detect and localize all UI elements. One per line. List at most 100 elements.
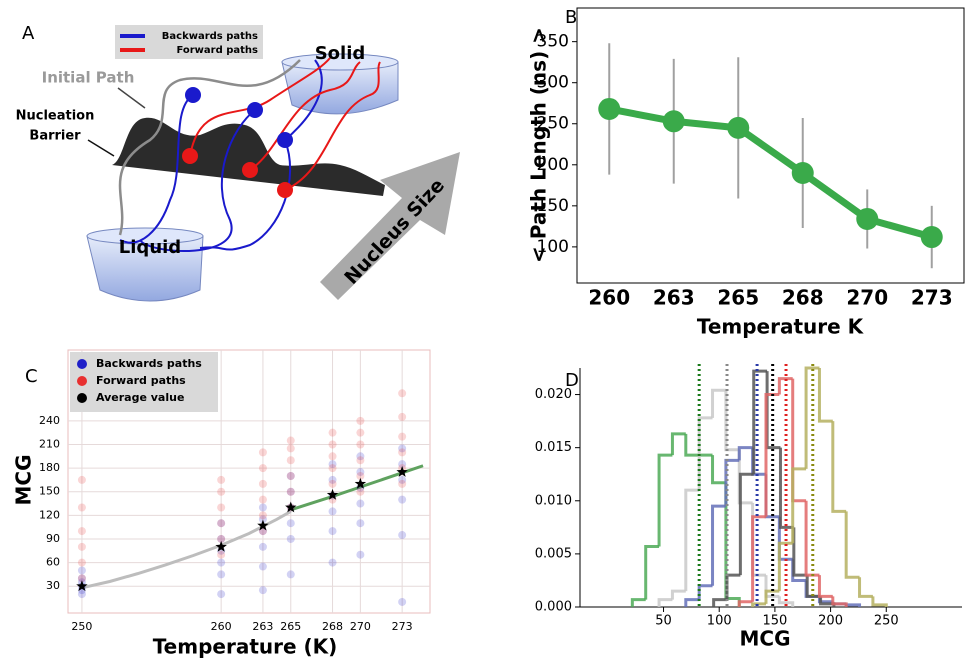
histogram-step xyxy=(831,596,848,607)
y-tick-label: 150 xyxy=(537,196,569,216)
y-tick-label: 0.000 xyxy=(535,600,572,615)
y-tick-label: 180 xyxy=(39,461,60,474)
histogram-step xyxy=(725,573,741,600)
y-tick-label: 240 xyxy=(39,414,60,427)
path-point xyxy=(258,464,267,473)
histogram-step xyxy=(844,511,860,579)
average-star xyxy=(396,466,408,477)
histogram-step xyxy=(630,598,646,607)
path-point xyxy=(356,519,365,528)
initial-path-label: Initial Path xyxy=(42,69,135,87)
legend-label: Backwards paths xyxy=(162,31,258,42)
x-tick-label: 268 xyxy=(782,286,824,310)
panel-label: D xyxy=(565,370,579,391)
panel-a: A Nucleus Size Backwards paths Forw xyxy=(16,23,460,302)
path-point xyxy=(398,444,407,453)
y-tick-label: 90 xyxy=(46,532,60,545)
x-tick-label: 260 xyxy=(588,286,630,310)
path-point xyxy=(328,464,337,473)
x-tick-label: 200 xyxy=(818,614,843,629)
path-point xyxy=(217,570,226,579)
path-point xyxy=(217,550,226,559)
histogram-step xyxy=(737,600,753,607)
path-point xyxy=(217,487,226,496)
average-star xyxy=(76,580,88,592)
path-point xyxy=(217,503,226,512)
y-tick-label: 60 xyxy=(46,556,60,569)
histogram-step xyxy=(817,575,833,598)
y-tick-label: 120 xyxy=(39,508,60,521)
barrier-label: Barrier xyxy=(29,129,81,144)
path-point xyxy=(217,590,226,599)
path-point xyxy=(77,566,86,575)
plot-frame xyxy=(576,7,965,284)
x-tick-label: 250 xyxy=(874,614,899,629)
forward-paths xyxy=(189,57,381,191)
x-tick-label: 150 xyxy=(762,614,787,629)
histogram-step xyxy=(804,500,820,577)
path-point xyxy=(258,511,267,520)
path-point xyxy=(217,519,226,528)
legend-label: Forward paths xyxy=(176,45,258,56)
histogram-step xyxy=(752,369,768,475)
x-tick-label: 273 xyxy=(911,286,953,310)
histogram-step xyxy=(858,577,873,598)
legend-swatch xyxy=(77,393,87,403)
path-point xyxy=(356,487,365,496)
path-point xyxy=(328,475,337,484)
path-point xyxy=(398,479,407,488)
y-tick-label: 300 xyxy=(537,73,569,93)
histogram-step xyxy=(777,377,793,395)
solid-top xyxy=(281,53,399,71)
x-tick-label: 263 xyxy=(252,620,273,633)
path-point xyxy=(286,519,295,528)
point xyxy=(856,207,879,230)
y-tick-label: 30 xyxy=(46,579,60,592)
path-point xyxy=(258,586,267,595)
backward-paths xyxy=(119,59,323,252)
path-point xyxy=(328,452,337,461)
path-point xyxy=(328,428,337,437)
path-point xyxy=(258,495,267,504)
x-tick-label: 263 xyxy=(653,286,695,310)
path-point xyxy=(217,475,226,484)
initial-path xyxy=(118,59,301,236)
path-point xyxy=(77,574,86,583)
path-point xyxy=(286,570,295,579)
histogram-step xyxy=(831,421,847,513)
histogram-step xyxy=(670,432,686,456)
panel-label: A xyxy=(22,23,35,44)
path-point xyxy=(356,499,365,508)
path-point xyxy=(217,534,226,543)
path-point xyxy=(77,590,86,599)
path-point xyxy=(258,448,267,457)
path-point xyxy=(398,432,407,441)
y-tick-label: 0.020 xyxy=(535,387,572,402)
average-star xyxy=(354,477,367,489)
x-axis-label: Temperature (K) xyxy=(153,635,338,659)
path-point xyxy=(258,515,267,524)
path-point xyxy=(356,452,365,461)
path-point xyxy=(328,527,337,536)
path-point xyxy=(77,558,86,567)
histogram-step xyxy=(697,416,713,491)
path-point xyxy=(217,519,226,528)
fit-line xyxy=(290,464,424,512)
x-axis-label: MCG xyxy=(740,627,791,651)
path-point xyxy=(356,440,365,449)
path-point xyxy=(286,534,295,543)
average-star xyxy=(257,519,269,531)
liquid-label: Liquid xyxy=(119,237,181,258)
histogram-step xyxy=(751,515,766,602)
histogram-step xyxy=(817,368,833,423)
path-point xyxy=(217,534,226,543)
path-point xyxy=(398,475,407,484)
x-tick-label: 50 xyxy=(655,614,672,629)
y-tick-label: 210 xyxy=(39,437,60,450)
legend xyxy=(115,25,263,59)
path-point xyxy=(217,558,226,567)
solid-label: Solid xyxy=(315,43,366,64)
path-point xyxy=(286,436,295,445)
barrier-label: Nucleation xyxy=(16,109,95,124)
legend-label: Backwards paths xyxy=(96,357,202,370)
